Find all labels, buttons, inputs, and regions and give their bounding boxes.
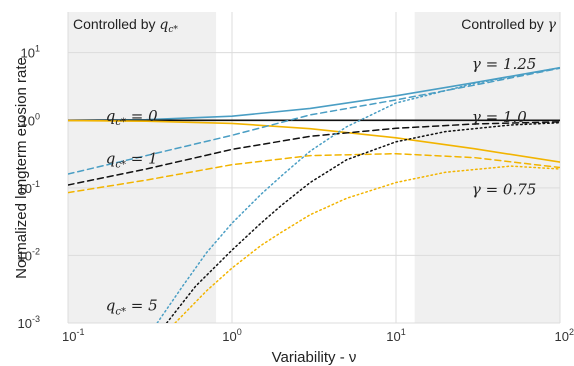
curve-annotations: qc* = 0 qc* = 1 qc* = 5 γ = 1.25 γ = 1.0 γ = … bbox=[106, 55, 537, 318]
y-tick-label: 10-3 bbox=[18, 314, 40, 331]
x-tick-label: 102 bbox=[555, 327, 574, 344]
curve-annotation-4: γ = 1.25 bbox=[472, 55, 536, 73]
series-gamma_0-75-dashed bbox=[68, 152, 560, 194]
y-axis-label: Normalized longterm erosion rate bbox=[13, 57, 30, 279]
series-gamma_1-0-dashed bbox=[68, 121, 560, 186]
series-gamma_1-0-dashdot bbox=[165, 121, 560, 323]
curve-annotation-6: γ = 0.75 bbox=[472, 180, 536, 198]
y-tick-label: 10-2 bbox=[18, 246, 40, 263]
curve-annotation-1: qc* = 0 bbox=[106, 107, 158, 128]
x-tick-label: 100 bbox=[222, 327, 241, 344]
y-tick-label: 101 bbox=[21, 44, 40, 61]
series-gamma_1-25-dashed bbox=[68, 67, 560, 175]
region-label-qc: Controlled by qc* bbox=[73, 16, 178, 35]
tick-labels: 10-1 100 101 102 10-3 10-2 10-1 100 101 bbox=[18, 44, 574, 344]
x-axis-label: Variability - ν bbox=[272, 349, 357, 366]
y-tick-label: 100 bbox=[21, 111, 40, 128]
series-lines bbox=[68, 66, 560, 323]
series-gamma_0-75-dashdot bbox=[174, 165, 560, 323]
series-gamma_0-75-solid bbox=[68, 119, 560, 163]
region-label-gamma: Controlled by γ bbox=[461, 16, 556, 33]
region-labels: Controlled by qc* Controlled by γ bbox=[73, 16, 557, 35]
y-tick-label: 10-1 bbox=[18, 179, 40, 196]
x-tick-label: 101 bbox=[386, 327, 405, 344]
curve-annotation-5: γ = 1.0 bbox=[472, 108, 527, 126]
curve-annotation-3: qc* = 5 bbox=[106, 297, 158, 318]
series-gamma_1-25-dashdot bbox=[156, 66, 560, 323]
x-tick-label: 10-1 bbox=[62, 327, 84, 344]
curve-annotation-2: qc* = 1 bbox=[106, 150, 158, 171]
